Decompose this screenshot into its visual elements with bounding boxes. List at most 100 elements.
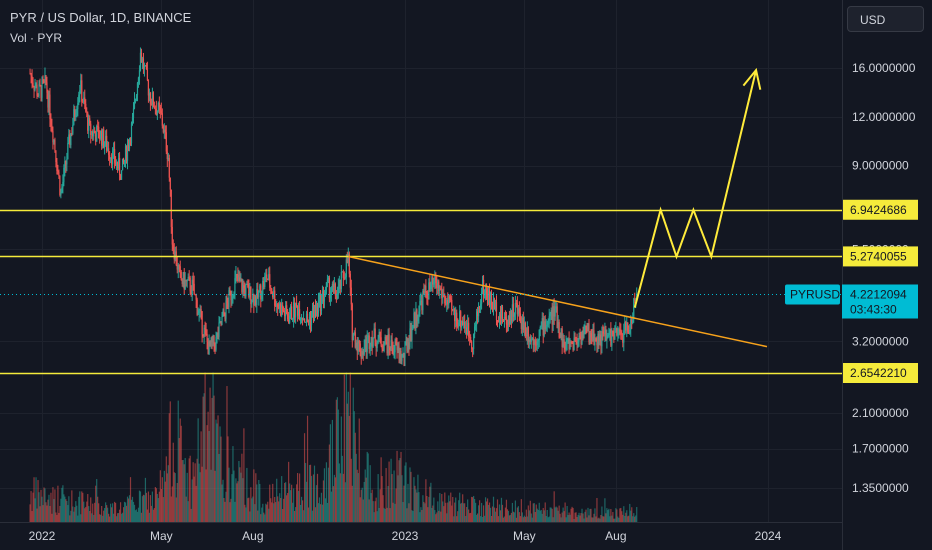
candle-body (504, 316, 507, 318)
volume-bar (54, 489, 56, 522)
candle-body (532, 338, 534, 345)
volume-bar (518, 512, 520, 522)
candle-body (103, 129, 105, 148)
candle-body (559, 337, 561, 339)
time-axis-background (0, 522, 932, 550)
volume-bar (99, 514, 101, 522)
volume-bar (531, 517, 533, 522)
candle-body (554, 308, 556, 317)
volume-bar (311, 510, 314, 522)
volume-bar (523, 515, 525, 522)
candle-body (446, 300, 448, 305)
volume-bar (335, 399, 337, 522)
volume-bar (322, 480, 325, 522)
volume-bar (603, 516, 605, 522)
trendline[interactable] (0, 255, 842, 348)
volume-bar (536, 508, 538, 522)
candle-body (603, 333, 605, 335)
volume-bar (202, 396, 204, 522)
volume-bar (316, 473, 319, 522)
volume-bar (233, 470, 235, 522)
volume-bar (212, 372, 214, 522)
candle-body (516, 303, 518, 315)
candle-body (156, 111, 158, 115)
candle-body (619, 329, 621, 332)
candle-body (114, 148, 116, 163)
candle-body (134, 99, 137, 101)
volume-bar (321, 504, 324, 522)
projection-path[interactable] (633, 67, 762, 308)
volume-bar (374, 501, 376, 522)
volume-bar (626, 510, 628, 522)
volume-bar (94, 502, 96, 522)
volume-bar (30, 491, 32, 522)
volume-bar (542, 507, 544, 522)
candle-body (306, 313, 309, 322)
candle-body (177, 265, 179, 270)
volume-bar (491, 506, 494, 522)
currency-button[interactable]: USD (847, 6, 924, 32)
candle-body (604, 329, 606, 334)
volume-bar (154, 487, 156, 522)
candle-body (435, 275, 437, 284)
volume-bar (178, 438, 180, 522)
candle-body (428, 282, 430, 300)
volume-bar (617, 516, 619, 522)
volume-bar (162, 497, 164, 522)
volume-bar (76, 505, 78, 522)
volume-bar (392, 502, 394, 522)
volume-bar (252, 496, 254, 522)
price-axis[interactable]: 16.000000012.00000009.00000005.50000003.… (842, 0, 932, 550)
volume-indicator-label[interactable]: Vol · PYR (10, 31, 63, 45)
time-tick-label: May (513, 529, 536, 543)
volume-bar (231, 474, 233, 522)
volume-bar (114, 501, 116, 522)
candle-body (556, 306, 558, 329)
candle-body (607, 334, 609, 336)
volume-bar (544, 502, 546, 522)
candle-body (84, 97, 86, 104)
volume-bar (434, 510, 436, 522)
candle-body (453, 308, 455, 311)
candle-body (496, 320, 499, 321)
candle-body (347, 253, 349, 263)
volume-bar (446, 513, 448, 522)
candle-body (69, 134, 71, 146)
candle-body (211, 338, 213, 343)
horizontal-levels[interactable] (0, 209, 842, 375)
volume-bar (577, 515, 579, 522)
volume-bar (150, 505, 152, 522)
candle-body (319, 294, 322, 312)
volume-bar (142, 494, 145, 522)
volume-bar (488, 502, 491, 522)
volume-bar (509, 514, 512, 522)
volume-bar (31, 511, 33, 522)
volume-bar (164, 481, 166, 522)
candle-body (363, 347, 365, 355)
candle-body (485, 288, 488, 294)
candle-body (379, 331, 381, 338)
volume-bar (200, 431, 202, 522)
candle-body (261, 294, 263, 300)
volume-bar (306, 415, 309, 522)
volume-bar (81, 491, 83, 522)
candle-body (192, 279, 194, 284)
candle-body (590, 332, 592, 338)
candle-body (248, 287, 250, 297)
volume-bar (460, 503, 462, 522)
candle-body (257, 289, 259, 298)
volume-bar (373, 512, 375, 522)
volume-bar (324, 498, 327, 522)
volume-bar (469, 513, 471, 522)
candle-body (118, 158, 121, 175)
volume-bar (609, 516, 611, 522)
candle-body (154, 108, 156, 110)
candle-body (218, 322, 220, 337)
volume-bar (149, 495, 152, 522)
candle-body (210, 338, 212, 347)
candle-body (362, 351, 364, 355)
candle-body (87, 112, 89, 131)
volume-bar (593, 513, 595, 522)
